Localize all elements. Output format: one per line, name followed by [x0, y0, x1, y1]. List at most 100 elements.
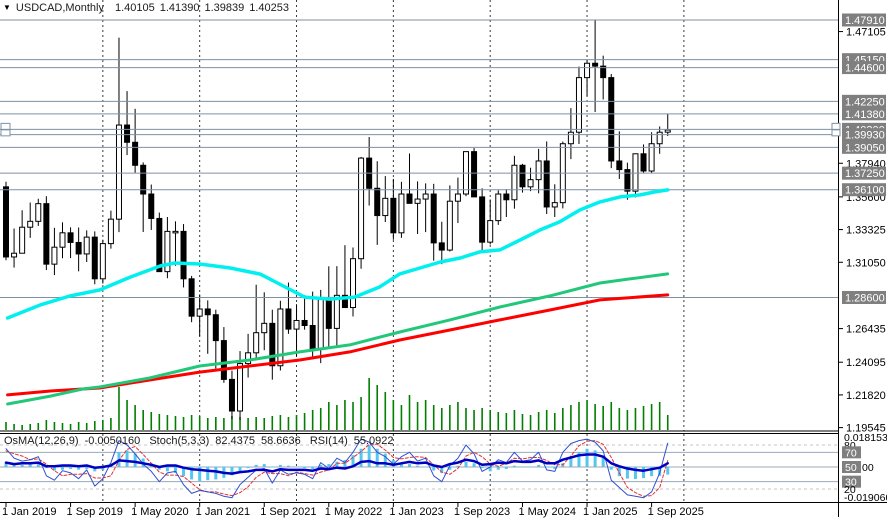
osma-histogram-bar: [601, 456, 605, 467]
candle-body: [67, 232, 74, 243]
price-axis[interactable]: 1.471051.379401.356001.333251.310501.264…: [831, 0, 887, 517]
osma-histogram-bar: [375, 448, 379, 467]
osma-histogram-bar: [383, 453, 387, 467]
main-price-pane[interactable]: [0, 0, 838, 432]
osma-histogram-bar: [480, 466, 484, 469]
candle-body: [592, 62, 599, 67]
volume-bar: [158, 414, 161, 430]
symbol-dropdown-icon[interactable]: ▼: [3, 3, 11, 12]
price-level-badge-label: 1.47910: [845, 15, 885, 27]
volume-bar: [198, 416, 201, 430]
volume-bar: [110, 418, 112, 430]
rsi-value: 55.0922: [353, 435, 394, 447]
candle-body: [228, 378, 235, 412]
time-tick-label: 1 Jan 2025: [583, 506, 637, 518]
time-tick-label: 1 Jan 2019: [2, 506, 56, 518]
candle-body: [237, 363, 244, 412]
osma-histogram-bar: [214, 466, 218, 480]
osma-histogram-bar: [666, 466, 670, 475]
osma-histogram-bar: [270, 466, 274, 468]
candle-body: [511, 164, 518, 201]
line-anchor-marker[interactable]: [0, 122, 11, 130]
osma-histogram-bar: [295, 466, 299, 468]
candle-body: [293, 319, 300, 330]
candle-body: [309, 325, 316, 350]
candle-body: [382, 197, 389, 217]
indicator-level-badge: [842, 446, 861, 459]
axis-line-anchor-marker[interactable]: [831, 122, 841, 130]
indicator-axis-label: 00: [862, 462, 874, 474]
osma-histogram-bar: [456, 465, 460, 467]
volume-bar: [61, 423, 64, 430]
line-anchor-marker[interactable]: [0, 129, 11, 137]
indicator-level-badge-label: 70: [845, 447, 857, 459]
osma-histogram-bar: [472, 463, 476, 467]
volume-bar: [400, 405, 403, 430]
candle-body: [27, 220, 34, 228]
osma-histogram-bar: [367, 444, 371, 467]
candle-body: [124, 124, 131, 143]
price-level-badge-label: 1.39930: [845, 130, 885, 142]
osma-histogram-bar: [286, 465, 290, 467]
osma-label: OsMA(12,26,9): [4, 435, 79, 447]
volume-bar: [150, 412, 153, 430]
osma-histogram-bar: [303, 466, 307, 469]
candle-body: [91, 236, 98, 280]
price-level-badge: [842, 61, 886, 75]
candle-body: [35, 203, 42, 222]
volume-bar: [465, 408, 467, 430]
volume-bar: [432, 405, 435, 430]
volume-bar: [37, 423, 40, 430]
volume-bar: [449, 405, 451, 430]
volume-bar: [336, 405, 338, 430]
volume-bar: [424, 400, 427, 430]
time-axis[interactable]: 1 Jan 2019 1 Sep 2019 1 May 2020 1 Jan 2021…: [2, 503, 704, 518]
indicator-level-badge: [842, 461, 861, 473]
osma-histogram-bar: [278, 464, 282, 467]
osma-histogram-bar: [488, 466, 492, 472]
price-tick-label: 1.31050: [846, 257, 886, 269]
osma-histogram-bar: [311, 466, 315, 469]
osma-histogram-bar: [230, 466, 234, 476]
price-level-badge: [842, 128, 886, 142]
osma-histogram-bar: [60, 466, 64, 470]
osma-histogram-bar: [52, 466, 56, 471]
price-level-badge-label: 1.42250: [845, 96, 885, 108]
volume-bar: [626, 410, 629, 430]
indicator-pane[interactable]: [0, 433, 887, 503]
candle-body: [640, 153, 647, 172]
volume-bar: [489, 410, 491, 430]
time-tick-label: 1 Sep 2025: [648, 506, 704, 518]
ma-green-line: [6, 272, 670, 406]
candle-body: [422, 193, 429, 200]
volume-bar: [368, 378, 370, 430]
candle-body: [148, 193, 155, 219]
volume-bar: [529, 415, 532, 430]
candle-body: [551, 202, 558, 208]
price-level-badge: [842, 166, 886, 180]
price-level-badge-label: 1.37250: [845, 168, 885, 180]
candle-body: [59, 232, 66, 248]
candle-body: [11, 252, 18, 258]
volume-bar: [5, 422, 7, 430]
osma-histogram-bar: [173, 466, 177, 473]
osma-histogram-bar: [609, 466, 613, 470]
price-level-badge-label: 1.36100: [845, 185, 885, 197]
axis-line-anchor-marker[interactable]: [831, 129, 841, 137]
osma-histogram-bar: [512, 465, 516, 467]
indicator-axis-label: 20: [844, 484, 856, 496]
volume-bar: [376, 385, 379, 430]
osma-histogram-bar: [408, 464, 411, 467]
volume-bar: [255, 417, 257, 430]
osma-histogram-bar: [4, 463, 8, 467]
osma-histogram-bar: [165, 466, 169, 472]
candle-body: [285, 308, 292, 330]
osma-histogram-bar: [399, 463, 403, 467]
rsi-line: [4, 453, 669, 475]
volume-bar: [602, 406, 604, 430]
volume-bar: [126, 400, 128, 430]
volume-bar: [223, 418, 225, 430]
osma-histogram-bar: [529, 466, 533, 468]
candle-body: [156, 217, 163, 273]
